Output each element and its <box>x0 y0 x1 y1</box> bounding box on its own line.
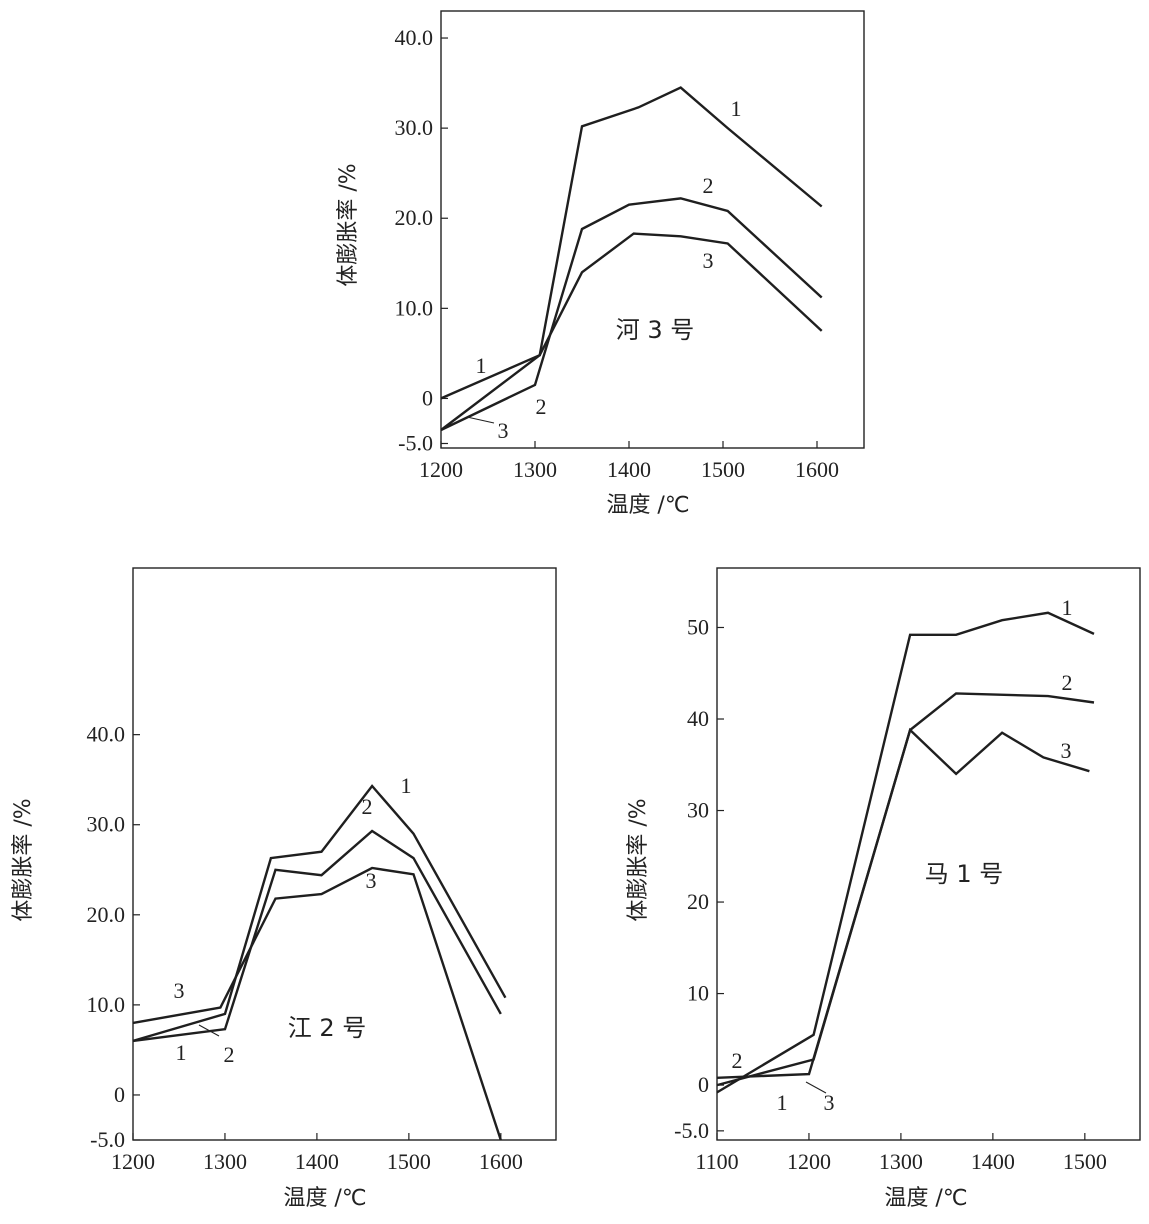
x-tick-label: 1600 <box>479 1149 523 1174</box>
y-tick-label: 50 <box>687 614 709 639</box>
chart-panel-2: 1200 1300 1400 1500 1600 -5.0 0 10.0 20.0 30.0 40.… <box>11 567 557 1211</box>
y-tick-label: 40.0 <box>87 722 126 747</box>
x-tick-label: 1500 <box>701 457 745 482</box>
x-tick-label: 1300 <box>513 457 557 482</box>
series-label-1: 1 <box>731 96 742 121</box>
y-tick-label: 0 <box>422 385 433 410</box>
x-axis-title: 温度 /℃ <box>606 493 689 518</box>
y-tick-label: 10.0 <box>395 295 434 320</box>
x-axis-title: 温度 /℃ <box>884 1186 967 1211</box>
series-label-2: 2 <box>732 1048 743 1073</box>
x-tick-label: 1200 <box>419 457 463 482</box>
chart-panel-3: 1100 1200 1300 1400 1500 -5.0 0 10 20 30 40 50 1 1 2 2 3… <box>626 567 1141 1211</box>
label-leader-line <box>805 1081 827 1094</box>
y-tick-label: 30 <box>687 798 709 823</box>
x-tick-label: 1500 <box>387 1149 431 1174</box>
series-label-3: 3 <box>366 868 377 893</box>
x-tick-label: 1200 <box>787 1149 831 1174</box>
series-line-1 <box>132 784 507 1043</box>
y-axis-title: 体膨胀率 /% <box>11 798 36 921</box>
y-tick-label: 20.0 <box>395 205 434 230</box>
series-line-2 <box>716 692 1095 1079</box>
plot-frame <box>132 567 557 1141</box>
series-label-3: 3 <box>174 978 185 1003</box>
x-tick-label: 1400 <box>971 1149 1015 1174</box>
plot-frame <box>716 567 1141 1141</box>
series-label-3: 3 <box>703 248 714 273</box>
y-tick-label: 20.0 <box>87 902 126 927</box>
x-tick-label: 1400 <box>295 1149 339 1174</box>
y-tick-label: 20 <box>687 889 709 914</box>
y-tick-label: 0 <box>114 1082 125 1107</box>
series-label-2: 2 <box>224 1042 235 1067</box>
series-line-1 <box>716 611 1095 1094</box>
series-label-2: 2 <box>362 794 373 819</box>
series-label-1: 1 <box>476 353 487 378</box>
y-tick-label: 10.0 <box>87 992 126 1017</box>
series-line-2 <box>440 197 823 432</box>
y-tick-label: -5.0 <box>90 1127 125 1152</box>
y-tick-label: 10 <box>687 981 709 1006</box>
panel-title: 河 3 号 <box>616 316 695 344</box>
series-label-1: 1 <box>1062 595 1073 620</box>
x-tick-label: 1400 <box>607 457 651 482</box>
label-leader-line <box>466 416 495 424</box>
y-tick-label: 40.0 <box>395 25 434 50</box>
series-label-2: 2 <box>536 394 547 419</box>
panel-title: 江 2 号 <box>288 1014 367 1042</box>
x-axis-title: 温度 /℃ <box>283 1186 366 1211</box>
y-tick-label: 30.0 <box>395 115 434 140</box>
series-label-1: 1 <box>401 773 412 798</box>
x-tick-label: 1600 <box>795 457 839 482</box>
series-line-3 <box>132 866 502 1141</box>
series-label-1: 1 <box>176 1040 187 1065</box>
panel-title: 马 1 号 <box>925 860 1004 888</box>
x-tick-label: 1500 <box>1063 1149 1107 1174</box>
series-line-3 <box>440 232 823 431</box>
series-line-3 <box>716 727 1090 1087</box>
series-label-3: 3 <box>1061 738 1072 763</box>
x-tick-label: 1300 <box>203 1149 247 1174</box>
series-label-1: 1 <box>777 1090 788 1115</box>
plot-frame <box>440 10 865 449</box>
series-label-3: 3 <box>498 418 509 443</box>
y-tick-label: 0 <box>698 1072 709 1097</box>
x-tick-label: 1300 <box>879 1149 923 1174</box>
y-tick-label: -5.0 <box>398 430 433 455</box>
y-axis-title: 体膨胀率 /% <box>336 163 361 286</box>
series-label-3: 3 <box>824 1090 835 1115</box>
series-line-2 <box>132 829 502 1043</box>
series-label-2: 2 <box>703 173 714 198</box>
chart-panel-1: 1200 1300 1400 1500 1600 -5.0 0 10.0 20.0 30.0 40.… <box>336 10 865 518</box>
x-tick-label: 1100 <box>695 1149 738 1174</box>
x-tick-label: 1200 <box>111 1149 155 1174</box>
y-tick-label: 40 <box>687 706 709 731</box>
series-line-1 <box>440 86 823 400</box>
y-axis-title: 体膨胀率 /% <box>626 798 651 921</box>
series-label-2: 2 <box>1062 670 1073 695</box>
y-tick-label: -5.0 <box>674 1118 709 1143</box>
label-leader-line <box>198 1024 220 1037</box>
y-tick-label: 30.0 <box>87 812 126 837</box>
